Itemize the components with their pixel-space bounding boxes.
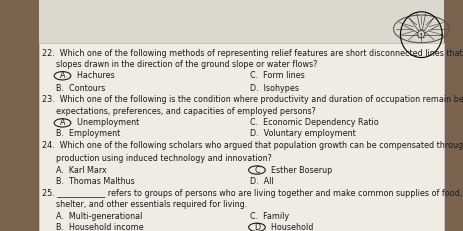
Text: 23.  Which one of the following is the condition where productivity and duration: 23. Which one of the following is the co…	[42, 95, 463, 104]
Text: production using induced technology and innovation?: production using induced technology and …	[56, 154, 271, 162]
Text: D.  Voluntary employment: D. Voluntary employment	[250, 130, 356, 138]
Text: D: D	[254, 223, 260, 231]
Text: C.  Economic Dependency Ratio: C. Economic Dependency Ratio	[250, 119, 379, 127]
Text: B.  Employment: B. Employment	[56, 130, 120, 138]
Text: B.  Thomas Malthus: B. Thomas Malthus	[56, 177, 134, 185]
Text: 25. ____________ refers to groups of persons who are living together and make co: 25. ____________ refers to groups of per…	[42, 189, 462, 198]
Text: A.  Karl Marx: A. Karl Marx	[56, 166, 106, 174]
FancyBboxPatch shape	[39, 43, 444, 231]
FancyBboxPatch shape	[39, 0, 444, 43]
Text: C.  Family: C. Family	[250, 212, 289, 221]
Text: Esther Boserup: Esther Boserup	[266, 166, 332, 174]
Text: C.  Form lines: C. Form lines	[250, 71, 305, 80]
Text: shelter, and other essentials required for living.: shelter, and other essentials required f…	[56, 200, 247, 209]
Text: Hachures: Hachures	[72, 71, 114, 80]
Text: slopes drawn in the direction of the ground slope or water flows?: slopes drawn in the direction of the gro…	[56, 60, 317, 69]
Text: Unemployment: Unemployment	[72, 119, 139, 127]
Text: ⚙: ⚙	[415, 28, 427, 42]
Text: B.  Contours: B. Contours	[56, 84, 105, 93]
Text: expectations, preferences, and capacities of employed persons?: expectations, preferences, and capacitie…	[56, 107, 315, 116]
Text: D.  All: D. All	[250, 177, 274, 185]
Text: C: C	[254, 166, 260, 174]
Text: Household: Household	[266, 223, 313, 231]
Text: A: A	[60, 119, 65, 127]
Text: 22.  Which one of the following methods of representing relief features are shor: 22. Which one of the following methods o…	[42, 49, 463, 58]
Text: B.  Household income: B. Household income	[56, 223, 143, 231]
Text: A: A	[60, 71, 65, 80]
Text: D.  Isohypes: D. Isohypes	[250, 84, 299, 93]
Text: 24.  Which one of the following scholars who argued that population growth can b: 24. Which one of the following scholars …	[42, 142, 463, 150]
Text: A.  Multi-generational: A. Multi-generational	[56, 212, 142, 221]
